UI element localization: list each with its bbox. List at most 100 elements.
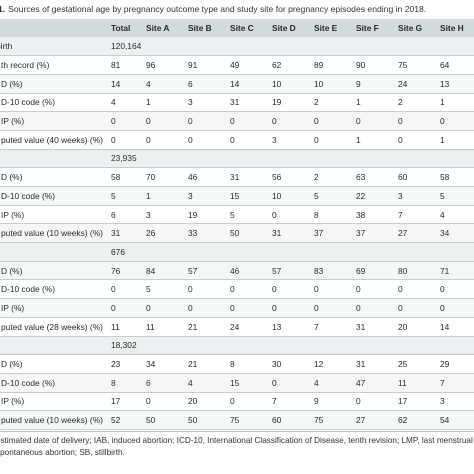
row-label-cell: IP (%) — [1, 116, 25, 127]
row-label-cell: puted value (10 weeks) (%) — [1, 415, 103, 426]
value-cell: 20 — [188, 396, 198, 407]
value-cell: 81 — [111, 60, 121, 71]
value-cell: 38 — [356, 209, 366, 220]
value-cell: 75 — [230, 415, 240, 426]
value-cell — [142, 336, 184, 355]
value-cell: 75 — [398, 60, 408, 71]
value-cell: 0 — [230, 396, 235, 407]
table-row: IP (%) 17 0 20 0 7 9 0 17 3 — [0, 392, 474, 411]
value-cell: 0 — [230, 284, 235, 295]
value-cell: 34 — [146, 359, 156, 370]
value-cell: 0 — [314, 302, 319, 313]
value-cell: 18,302 — [111, 340, 137, 351]
value-cell: 37 — [314, 228, 324, 239]
value-cell: 17 — [398, 396, 408, 407]
value-cell: 8 — [314, 209, 319, 220]
value-cell: 0 — [398, 284, 403, 295]
value-cell: 83 — [314, 265, 324, 276]
value-cell: 37 — [356, 228, 366, 239]
value-cell — [352, 336, 394, 355]
value-cell: 27 — [398, 228, 408, 239]
value-cell: 0 — [398, 116, 403, 127]
value-cell — [352, 243, 394, 262]
value-cell — [352, 37, 394, 56]
value-cell: 5 — [230, 209, 235, 220]
table-row: D (%) 58 70 46 31 56 2 63 60 58 — [0, 168, 474, 187]
value-cell — [226, 336, 268, 355]
value-cell: 0 — [272, 284, 277, 295]
value-cell: 4 — [188, 377, 193, 388]
value-cell: 0 — [356, 396, 361, 407]
table-row: IP (%) 0 0 0 0 0 0 0 0 0 — [0, 111, 474, 131]
value-cell: 10 — [272, 190, 282, 201]
value-cell — [310, 336, 352, 355]
value-cell: 63 — [356, 172, 366, 183]
value-cell: 25 — [398, 359, 408, 370]
value-cell: 11 — [398, 377, 407, 388]
value-cell: 17 — [111, 396, 121, 407]
value-cell: 0 — [440, 116, 445, 127]
value-cell: 0 — [356, 284, 361, 295]
value-cell — [394, 149, 436, 168]
value-cell: 676 — [111, 246, 125, 257]
header-cell-site-g: Site G — [398, 23, 423, 33]
value-cell: 10 — [314, 78, 324, 89]
value-cell: 23 — [111, 359, 121, 370]
value-cell — [142, 37, 184, 56]
value-cell: 46 — [188, 172, 198, 183]
value-cell: 7 — [314, 321, 319, 332]
value-cell: 5 — [314, 190, 319, 201]
value-cell: 5 — [111, 190, 116, 201]
value-cell: 3 — [188, 97, 193, 108]
table-row: D-10 code (%) 4 1 3 31 19 2 1 2 1 — [0, 93, 474, 112]
value-cell: 6 — [188, 78, 193, 89]
value-cell: 75 — [314, 415, 324, 426]
row-label-cell: birth — [0, 41, 13, 52]
value-cell: 60 — [272, 415, 282, 426]
value-cell: 20 — [398, 321, 408, 332]
header-cell-site-d: Site D — [272, 23, 296, 33]
value-cell: 58 — [440, 172, 450, 183]
section-row: 18,302 — [0, 336, 474, 355]
header-cell-site-e: Site E — [314, 23, 338, 33]
value-cell: 0 — [440, 302, 445, 313]
header-cell-site-c: Site C — [230, 23, 254, 33]
value-cell: 7 — [398, 209, 403, 220]
table-caption: 1. Sources of gestational age by pregnanc… — [0, 4, 474, 14]
value-cell — [142, 243, 184, 262]
value-cell: 46 — [230, 265, 240, 276]
value-cell: 21 — [188, 359, 198, 370]
value-cell: 4 — [440, 209, 445, 220]
value-cell: 52 — [111, 415, 121, 426]
value-cell: 0 — [188, 116, 193, 127]
value-cell: 84 — [146, 265, 156, 276]
row-label-cell: D-10 code (%) — [1, 190, 55, 201]
value-cell: 2 — [314, 97, 319, 108]
value-cell: 0 — [111, 134, 116, 145]
table-row: puted value (10 weeks) (%) 52 50 50 75 60 75 27… — [0, 410, 474, 430]
value-cell: 1 — [356, 97, 361, 108]
value-cell: 0 — [146, 302, 151, 313]
value-cell: 21 — [188, 321, 198, 332]
value-cell: 0 — [272, 209, 277, 220]
value-cell — [184, 149, 226, 168]
value-cell: 5 — [440, 190, 445, 201]
value-cell: 62 — [272, 60, 282, 71]
value-cell: 60 — [398, 172, 408, 183]
header-cell-site-h: Site H — [440, 23, 464, 33]
value-cell: 3 — [146, 209, 151, 220]
value-cell: 2 — [314, 172, 319, 183]
value-cell: 8 — [111, 377, 116, 388]
value-cell: 1 — [146, 97, 151, 108]
value-cell: 0 — [111, 302, 116, 313]
value-cell: 29 — [440, 359, 450, 370]
value-cell: 49 — [230, 60, 240, 71]
value-cell: 64 — [440, 60, 450, 71]
table-row: D (%) 14 4 6 14 10 10 9 24 13 — [0, 74, 474, 94]
value-cell: 0 — [314, 284, 319, 295]
value-cell: 7 — [440, 377, 445, 388]
value-cell: 5 — [146, 284, 151, 295]
value-cell — [184, 243, 226, 262]
value-cell — [310, 243, 352, 262]
row-label-cell: D (%) — [1, 78, 23, 89]
